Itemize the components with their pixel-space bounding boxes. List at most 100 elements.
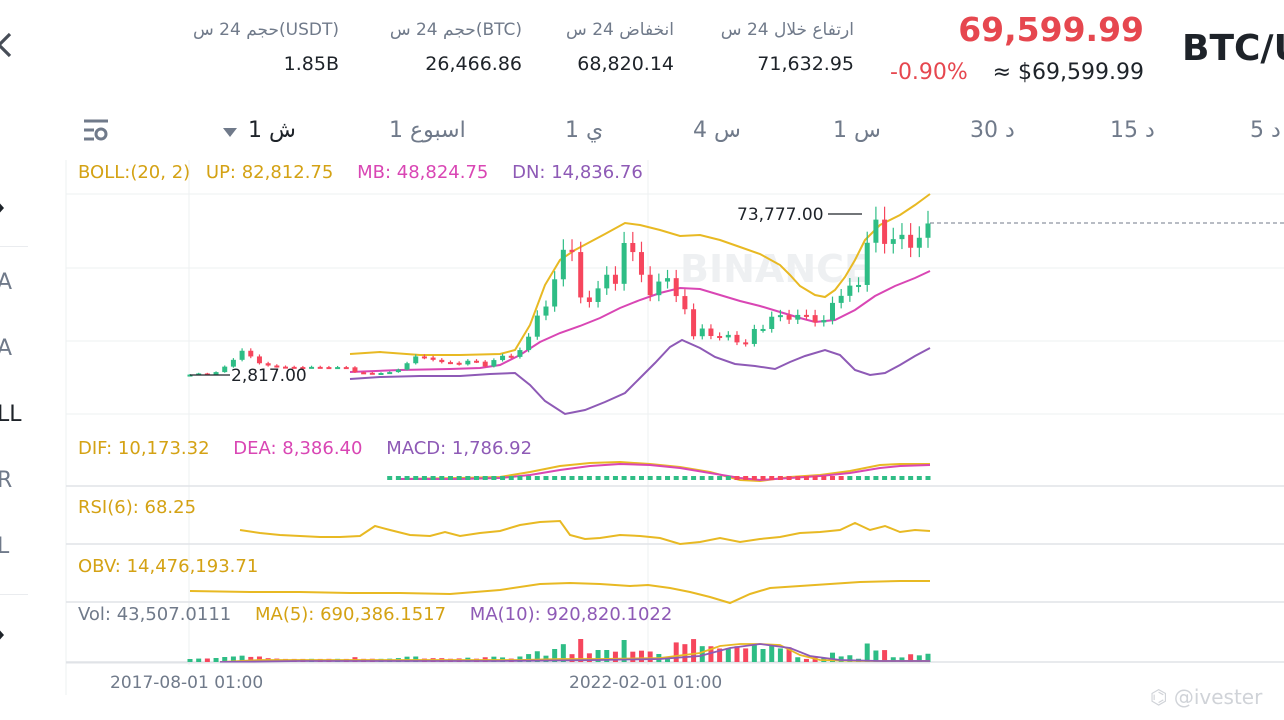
macd-label[interactable]: DIF: 10,173.32 DEA: 8,386.40 MACD: 1,786…	[78, 438, 532, 459]
pair-title[interactable]: BTC/U	[1182, 28, 1284, 69]
macd-histogram-bar	[508, 476, 514, 480]
volume-bar	[725, 648, 731, 662]
volume-bar	[717, 648, 723, 662]
macd-histogram-bar	[769, 476, 775, 480]
candle-body	[482, 361, 488, 367]
candle-body	[326, 367, 332, 370]
volume-bar	[916, 655, 922, 662]
side-indicator-avl[interactable]: L	[0, 534, 10, 559]
macd-histogram-bar	[925, 476, 931, 480]
candle-body	[647, 274, 653, 296]
boll-upper-line	[349, 193, 931, 356]
volume-bar	[795, 657, 801, 662]
candle-body	[352, 367, 358, 373]
macd-histogram-bar	[543, 476, 549, 480]
back-chevron-icon[interactable]	[0, 30, 18, 60]
macd-histogram-bar	[430, 476, 436, 480]
side-indicator-boll[interactable]: LL	[0, 402, 22, 427]
candle-body	[638, 252, 644, 275]
volume-bar	[526, 654, 532, 662]
volume-bar	[873, 650, 879, 662]
side-indicator-ma[interactable]: A	[0, 270, 13, 295]
macd-histogram-bar	[395, 476, 401, 480]
side-indicator-ema[interactable]: A	[0, 336, 13, 361]
candle-body	[239, 350, 245, 360]
obv-label[interactable]: OBV: 14,476,193.71	[78, 556, 259, 577]
volume-bar	[560, 644, 566, 662]
tab-1d[interactable]: 1 ي	[565, 118, 604, 143]
macd-dif-value: DIF: 10,173.32	[78, 438, 210, 459]
boll-mb-value: MB: 48,824.75	[357, 162, 489, 183]
macd-histogram-bar	[699, 476, 705, 480]
macd-histogram-bar	[717, 476, 723, 480]
macd-histogram-bar	[638, 476, 644, 480]
tab-1h[interactable]: 1 س	[833, 118, 881, 143]
rsi-label[interactable]: RSI(6): 68.25	[78, 497, 197, 518]
candle-body	[864, 242, 870, 285]
candle-body	[560, 249, 566, 280]
timeframe-dropdown-icon[interactable]	[222, 124, 238, 137]
volume-bar	[612, 651, 618, 662]
volume-bar	[239, 655, 245, 662]
macd-histogram-bar	[795, 476, 801, 480]
stat-vol-btc-value: 26,466.86	[425, 53, 522, 75]
macd-histogram-bar	[803, 476, 809, 480]
stat-vol-usdt-value: 1.85B	[283, 53, 339, 75]
candle-body	[474, 360, 480, 363]
candle-body	[430, 357, 436, 360]
side-panel-chevron-icon[interactable]	[0, 195, 6, 221]
candle-body	[378, 372, 384, 375]
stat-high-value: 71,632.95	[757, 53, 854, 75]
tab-1w[interactable]: 1 اسبوع	[389, 118, 466, 143]
candle-body	[760, 328, 766, 331]
candle-body	[395, 369, 401, 373]
candle-body	[699, 328, 705, 337]
candle-body	[621, 242, 627, 284]
candle-body	[274, 365, 280, 368]
candle-body	[743, 342, 749, 345]
user-watermark: ⌬ @ivester	[1150, 685, 1262, 709]
macd-histogram-bar	[708, 476, 714, 480]
boll-label[interactable]: BOLL:(20, 2) UP: 82,812.75 MB: 48,824.75…	[78, 162, 643, 183]
candle-body	[734, 334, 740, 343]
volume-ma10-line	[219, 643, 930, 663]
candle-body	[369, 372, 375, 375]
candle-body	[456, 362, 462, 365]
volume-bar	[621, 640, 627, 662]
side-panel-chevron-bottom-icon[interactable]	[0, 622, 6, 648]
candle-body	[586, 297, 592, 302]
macd-histogram-bar	[421, 476, 427, 480]
candle-body	[508, 355, 514, 358]
volume-bar	[534, 651, 540, 662]
macd-histogram-bar	[812, 476, 818, 480]
candle-body	[682, 296, 688, 310]
tab-15m[interactable]: 15 د	[1110, 118, 1155, 143]
x-axis-label-2: 2022-02-01 01:00	[569, 673, 723, 693]
chart-settings-icon[interactable]	[82, 117, 110, 143]
macd-histogram-bar	[760, 476, 766, 480]
volume-bar	[578, 639, 584, 662]
candle-body	[725, 334, 731, 338]
candle-body	[899, 234, 905, 240]
tab-4h[interactable]: 4 س	[693, 118, 741, 143]
candle-body	[300, 367, 306, 370]
boll-lower-line	[349, 338, 931, 416]
tab-5m[interactable]: 5 د	[1250, 118, 1281, 143]
candle-body	[413, 356, 419, 364]
tab-selected[interactable]: 1 ش	[248, 118, 296, 143]
macd-histogram-bar	[604, 476, 610, 480]
macd-histogram-bar	[882, 476, 888, 480]
candle-body	[552, 279, 558, 307]
volume-bar	[882, 650, 888, 662]
candle-body	[612, 274, 618, 284]
price-chart[interactable]: BINANCE 73,777.00 2,817.00	[0, 150, 1284, 710]
volume-bar	[673, 642, 679, 662]
tab-30m[interactable]: 30 د	[970, 118, 1015, 143]
candle-body	[439, 359, 445, 363]
macd-histogram-bar	[482, 476, 488, 480]
side-indicator-sar[interactable]: R	[0, 468, 13, 493]
volume-label[interactable]: Vol: 43,507.0111 MA(5): 690,386.1517 MA(…	[78, 604, 672, 625]
stat-low-label: انخفاض 24 س	[566, 20, 674, 40]
volume-bar	[638, 650, 644, 662]
volume-bar	[699, 646, 705, 662]
